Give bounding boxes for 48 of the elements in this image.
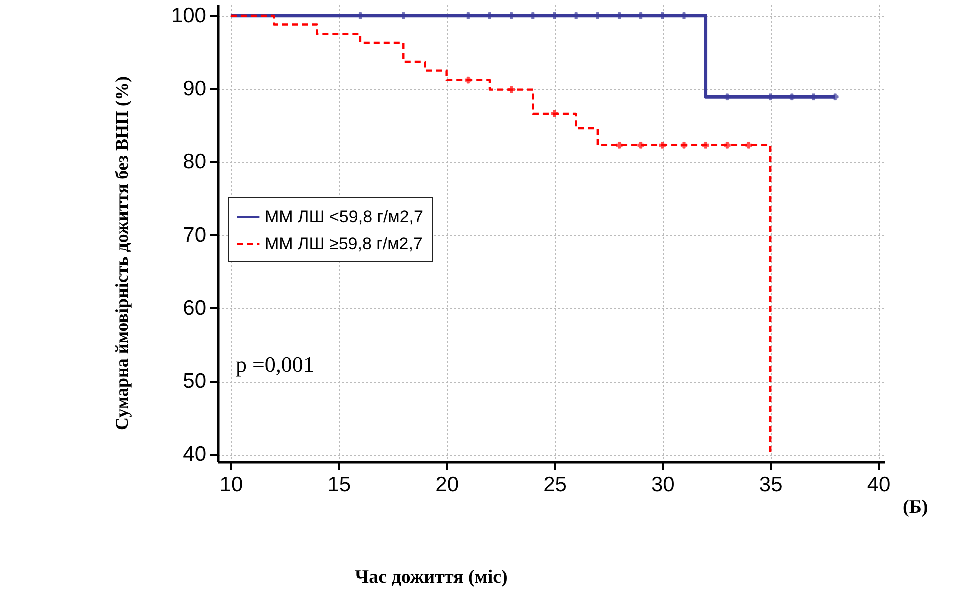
point (508, 12, 515, 20)
y-tick-label: 50 (183, 370, 206, 394)
y-tick-label: 90 (183, 78, 206, 101)
point (508, 86, 515, 94)
y-tick-label: 70 (183, 224, 206, 247)
point (530, 12, 537, 20)
point (659, 12, 666, 20)
point (659, 142, 666, 149)
x-tick-label: 40 (867, 474, 891, 496)
point (400, 12, 408, 20)
point (486, 12, 494, 20)
y-tick-label: 40 (183, 443, 206, 466)
point (357, 12, 364, 20)
point (638, 142, 644, 149)
point (680, 12, 688, 20)
point (810, 94, 818, 101)
point (724, 94, 731, 101)
point (767, 94, 774, 101)
y-tick-label: 80 (183, 150, 206, 174)
point (464, 76, 472, 84)
x-tick-label: 20 (436, 474, 459, 496)
text: (Б) (903, 497, 928, 518)
point (788, 94, 796, 101)
point (551, 12, 558, 20)
x-tick-label: 30 (651, 474, 675, 496)
point (464, 12, 472, 20)
legend-label: ММ ЛШ <59,8 г/м2,7 (265, 208, 424, 226)
legend-label: ММ ЛШ ≥59,8 г/м2,7 (265, 234, 423, 254)
point (616, 12, 623, 20)
point (702, 142, 710, 149)
annotation: p =0,001 (236, 352, 314, 377)
point (594, 12, 602, 20)
x-axis-title: Час дожиття (міс) (355, 567, 508, 588)
x-tick-label: 15 (328, 474, 352, 496)
y-tick-label: 60 (183, 296, 206, 320)
point (832, 94, 839, 101)
point (572, 12, 580, 20)
point (724, 142, 731, 149)
point (638, 12, 644, 20)
point (551, 110, 558, 118)
x-tick-label: 10 (220, 474, 244, 496)
point (616, 142, 623, 149)
x-tick-label: 35 (759, 474, 783, 496)
x-tick-label: 25 (544, 474, 567, 496)
point (680, 142, 688, 149)
point (746, 142, 752, 149)
y-tick-label: 100 (171, 4, 206, 28)
y-axis-title: Сумарна ймовірність дожиття без ВНП (%) (112, 76, 132, 430)
